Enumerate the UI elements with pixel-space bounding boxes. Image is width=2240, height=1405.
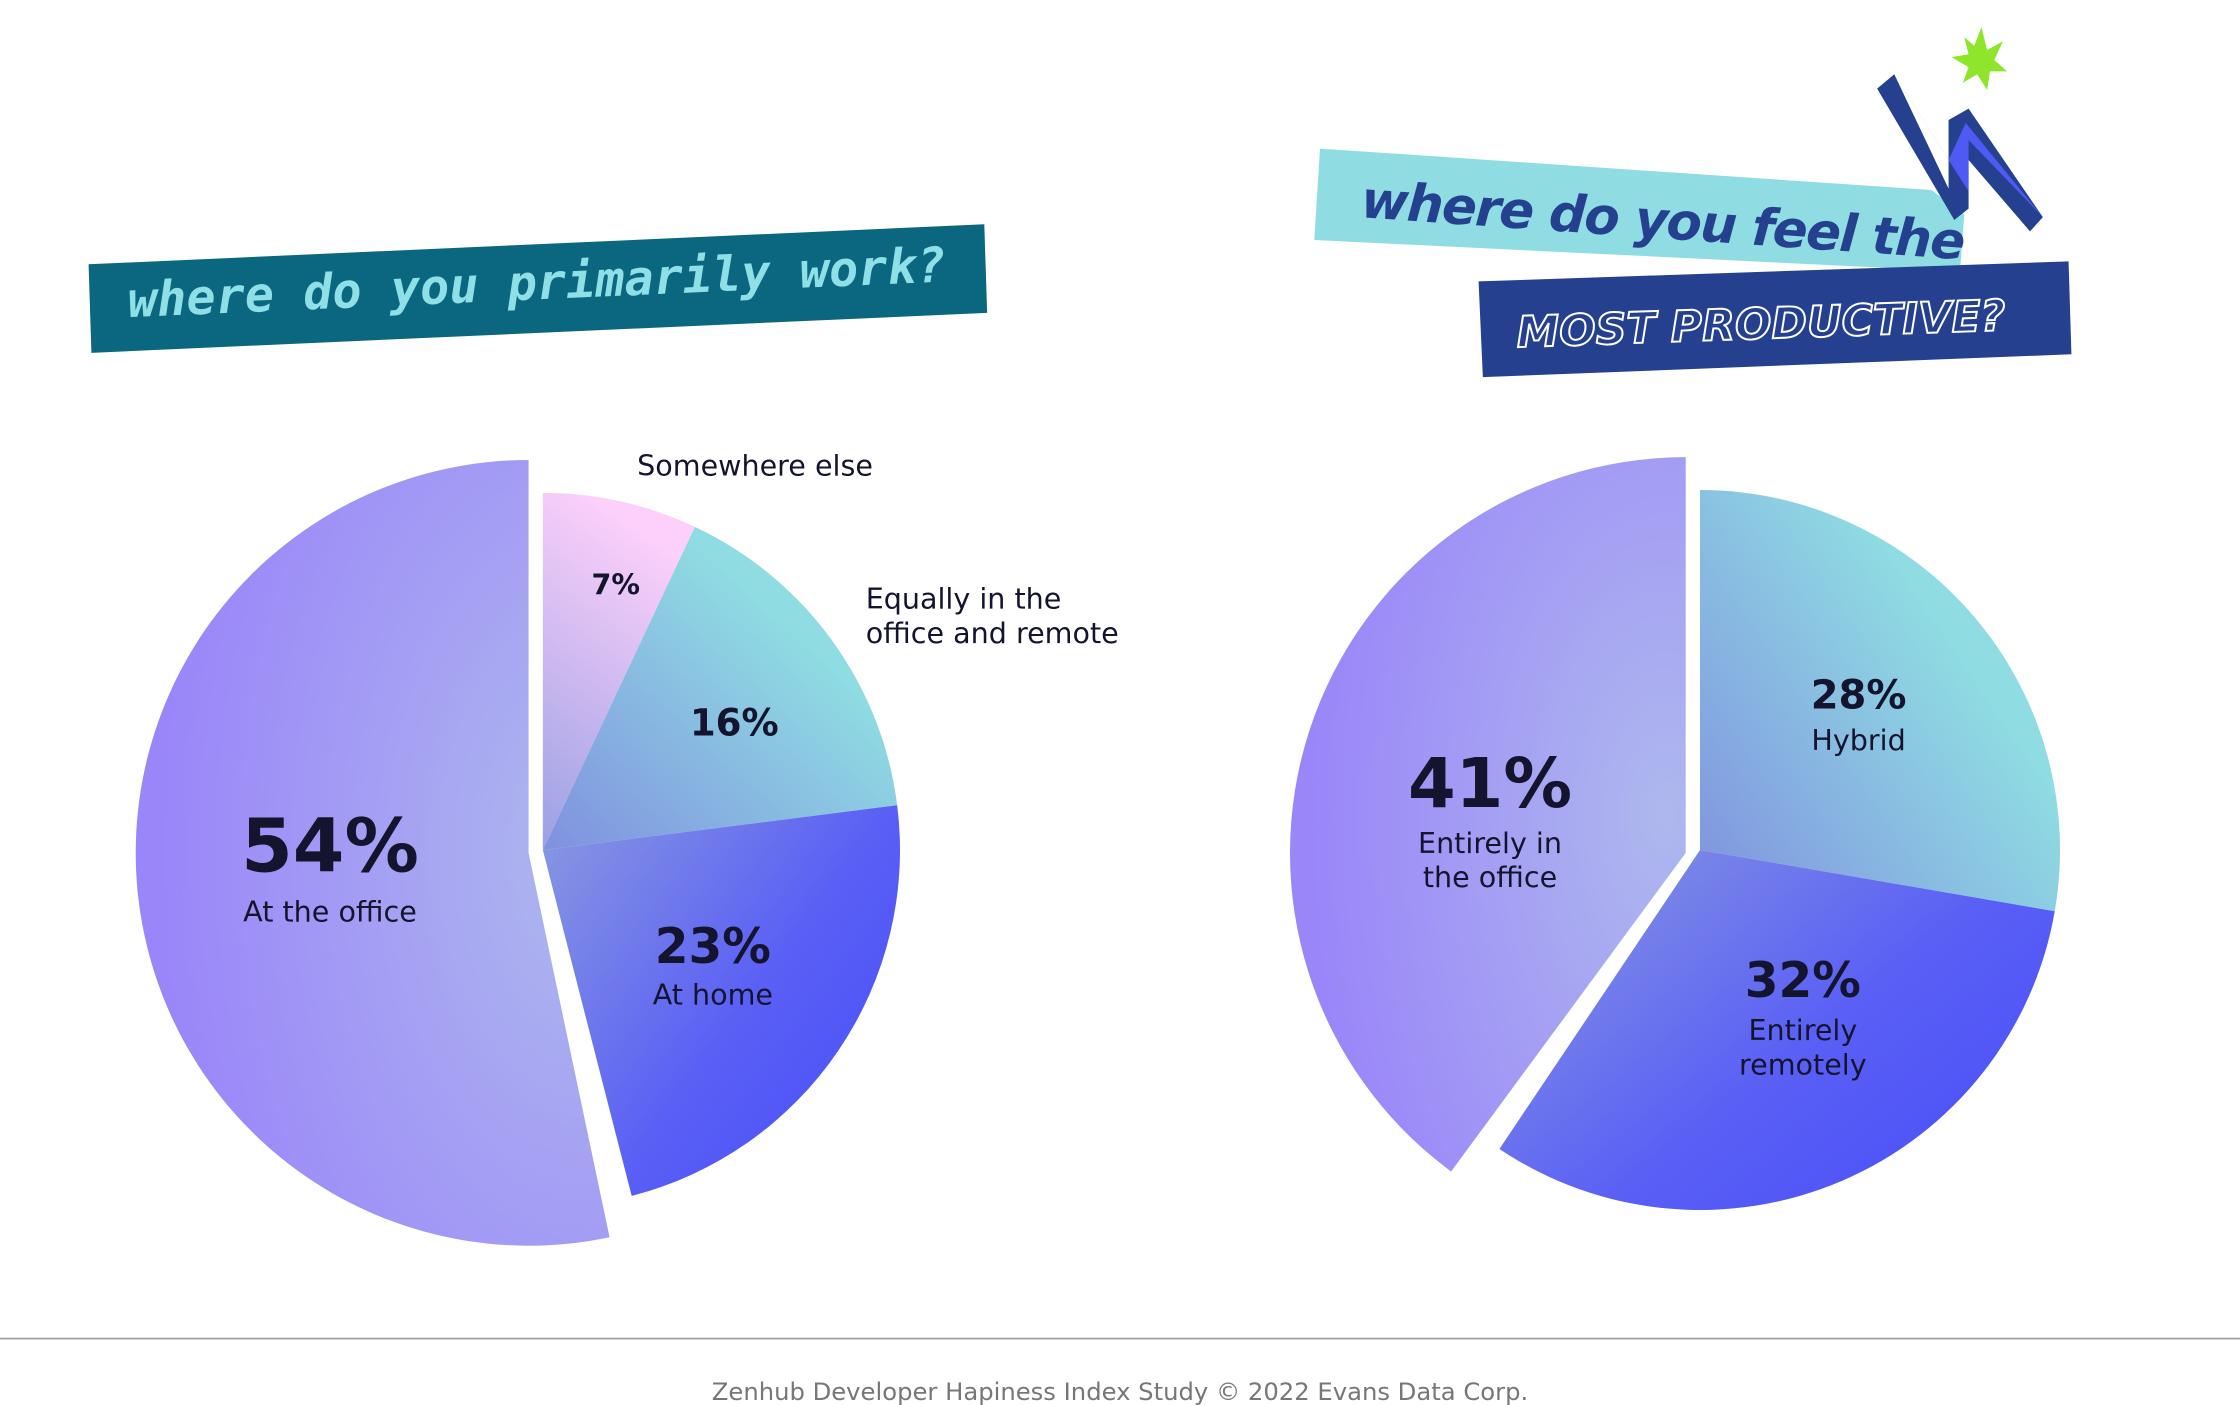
label-equally-line2: office and remote: [866, 616, 1119, 650]
pie-slice-equally-office-remote: [542, 526, 898, 850]
pie-slice-entirely-remotely: [1499, 850, 2055, 1211]
left-chart-labels: Somewhere else 7% Equally in the office …: [241, 449, 1119, 1012]
star-burst-icon: [1951, 27, 2008, 90]
pie-slice-somewhere-else: [542, 492, 695, 850]
label-entirely-in-office-line1: Entirely in: [1418, 826, 1562, 860]
value-at-home: 23%: [655, 919, 771, 975]
right-title-banner: where do you feel the MOST PRODUCTIVE?: [1314, 148, 2072, 378]
value-entirely-in-office: 41%: [1408, 744, 1572, 824]
label-equally-line1: Equally in the: [866, 582, 1062, 616]
value-equally: 16%: [690, 702, 779, 745]
value-at-the-office: 54%: [241, 802, 419, 889]
pie-slice-at-home: [542, 805, 901, 1196]
lightning-bolt-icon: [1877, 74, 2043, 232]
pie-slice-entirely-in-office: [1289, 457, 1686, 1172]
label-entirely-in-office-line2: the office: [1423, 860, 1557, 894]
left-title-banner: where do you primarily work?: [88, 224, 988, 353]
footer-credit: Zenhub Developer Hapiness Index Study © …: [712, 1377, 1528, 1405]
value-entirely-remotely: 32%: [1745, 953, 1861, 1009]
label-entirely-remotely-line1: Entirely: [1748, 1013, 1857, 1047]
label-at-the-office: At the office: [243, 894, 417, 928]
value-hybrid: 28%: [1811, 673, 1907, 719]
label-somewhere-else: Somewhere else: [637, 449, 873, 483]
value-somewhere-else: 7%: [591, 567, 640, 601]
label-at-home: At home: [653, 977, 773, 1011]
pie-charts: [135, 457, 2060, 1246]
label-entirely-remotely-line2: remotely: [1739, 1047, 1867, 1081]
right-chart-labels: 28% Hybrid 32% Entirely remotely 41% Ent…: [1408, 673, 1907, 1082]
pie-slice-hybrid: [1700, 490, 2060, 912]
pie-slice-at-the-office: [135, 460, 610, 1246]
label-hybrid: Hybrid: [1811, 723, 1905, 757]
